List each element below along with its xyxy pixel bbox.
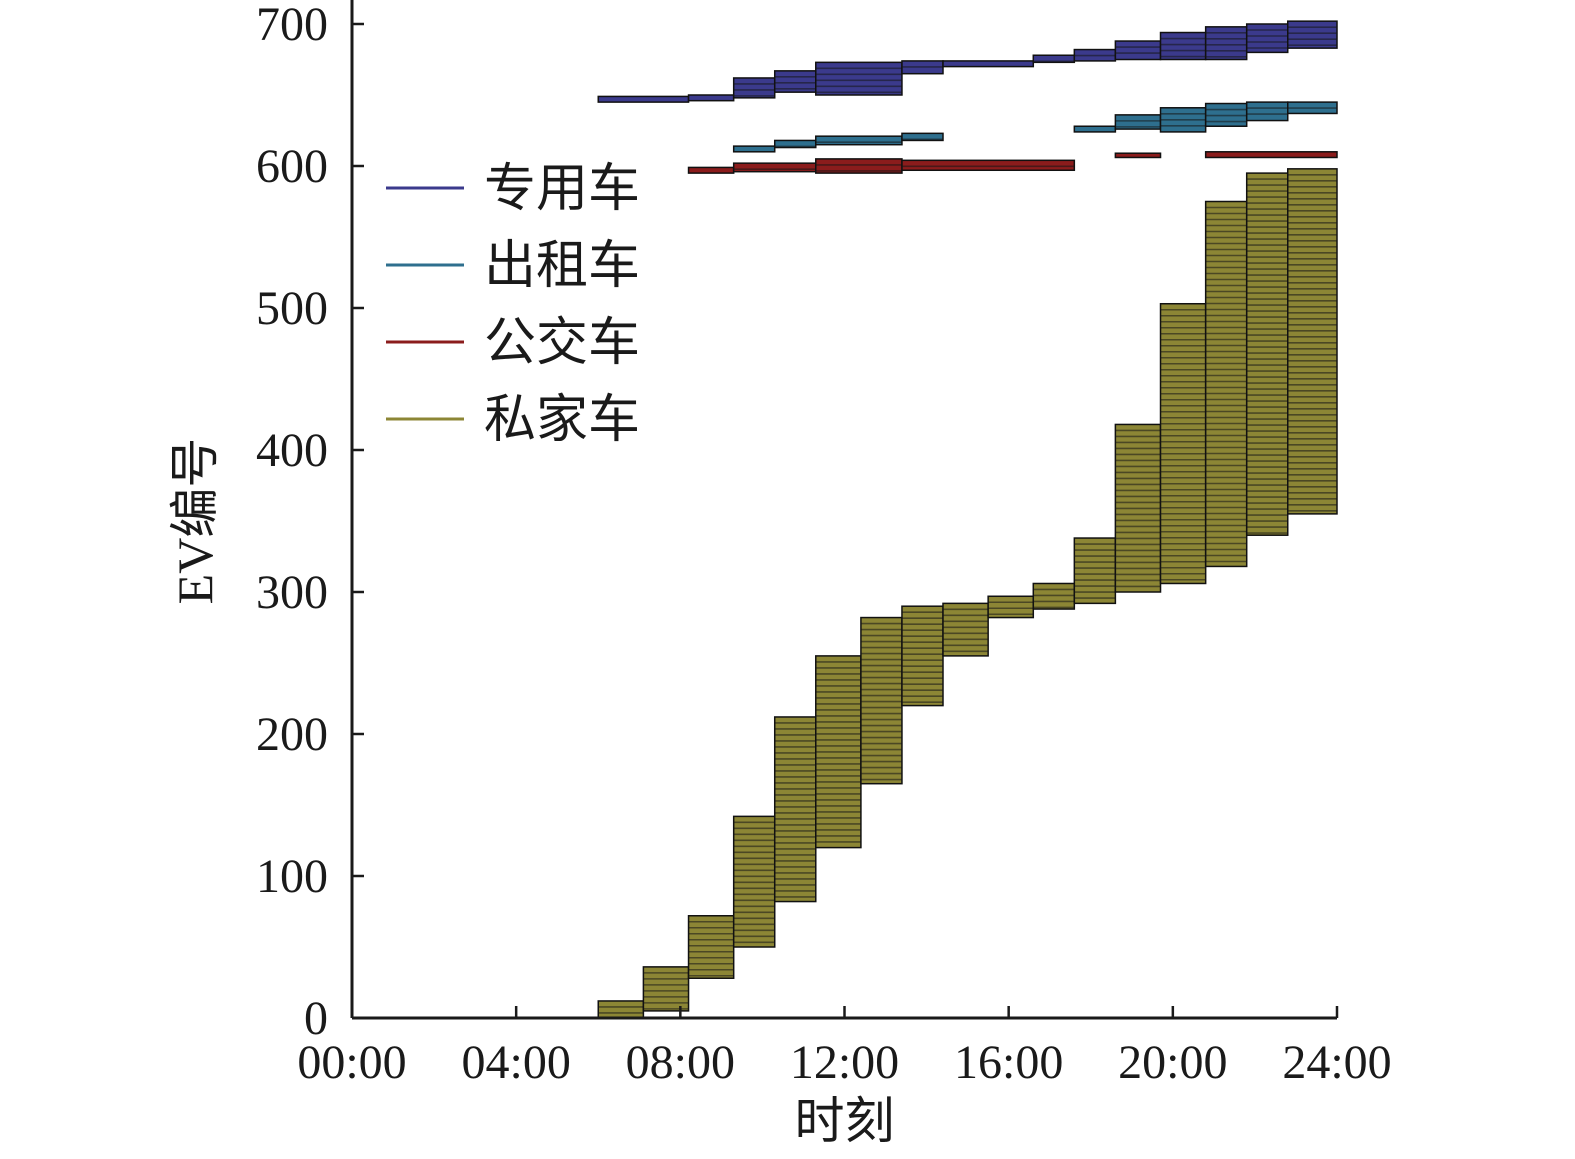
session-bar [687,166,735,174]
x-tick-label: 16:00 [954,1036,1063,1089]
session-bar [687,94,735,102]
session-bar [597,1000,645,1019]
session-bar [1073,125,1117,133]
y-tick-label: 400 [256,424,328,477]
session-bar [901,159,1076,172]
y-tick-label: 0 [304,992,328,1045]
session-bar [687,915,735,979]
x-tick-label: 24:00 [1282,1036,1391,1089]
session-bar [942,602,989,657]
y-tick-label: 100 [256,850,328,903]
session-bar [815,61,903,96]
y-axis-title: EV编号 [167,438,223,605]
session-bar [773,716,817,903]
y-tick-label: 500 [256,282,328,335]
y-tick-label: 200 [256,708,328,761]
legend-item: 专用车 [386,161,640,218]
session-bar [732,77,776,99]
legend-item: 出租车 [386,238,640,295]
legend-label: 私家车 [484,392,640,449]
series-3 [687,151,1338,174]
x-tick-label: 12:00 [790,1036,899,1089]
session-bar [815,135,903,146]
session-bar [1114,152,1162,159]
legend-item: 私家车 [386,392,640,449]
x-tick-label: 08:00 [626,1036,735,1089]
session-bar [1159,31,1207,61]
x-axis-title: 时刻 [795,1093,895,1149]
session-bar [1204,26,1248,61]
legend-label: 出租车 [484,238,640,295]
session-bar [732,162,817,173]
session-bar [860,616,903,785]
y-tick-label: 700 [256,0,328,51]
session-bar [1287,20,1338,49]
series-4 [597,168,1338,1019]
legend-label: 专用车 [484,161,640,218]
y-tick-label: 300 [256,566,328,619]
y-tick-label: 600 [256,140,328,193]
session-bar [901,132,944,142]
series-2 [732,101,1338,153]
x-tick-label: 04:00 [461,1036,570,1089]
session-bar [1245,101,1289,122]
y-axis-ticks: 0 100 200 300 400 500 600 700 [256,0,364,1045]
x-axis-ticks: 00:00 04:00 08:00 12:00 16:00 20:00 24:00 [297,1006,1392,1089]
session-bar [901,605,944,707]
x-tick-label: 00:00 [297,1036,406,1089]
bars-layer [597,20,1338,1019]
session-bar [942,60,1035,68]
series-1 [597,20,1338,103]
session-bar [1114,40,1162,61]
session-bar [1073,537,1117,605]
legend-item: 公交车 [386,315,640,372]
session-bar [597,95,690,103]
x-tick-label: 20:00 [1118,1036,1227,1089]
session-bar [732,145,776,153]
legend-label: 公交车 [484,315,640,372]
axes-layer: 00:00 04:00 08:00 12:00 16:00 20:00 24:00 0 100… [256,0,1392,1089]
session-bar [1204,151,1338,159]
